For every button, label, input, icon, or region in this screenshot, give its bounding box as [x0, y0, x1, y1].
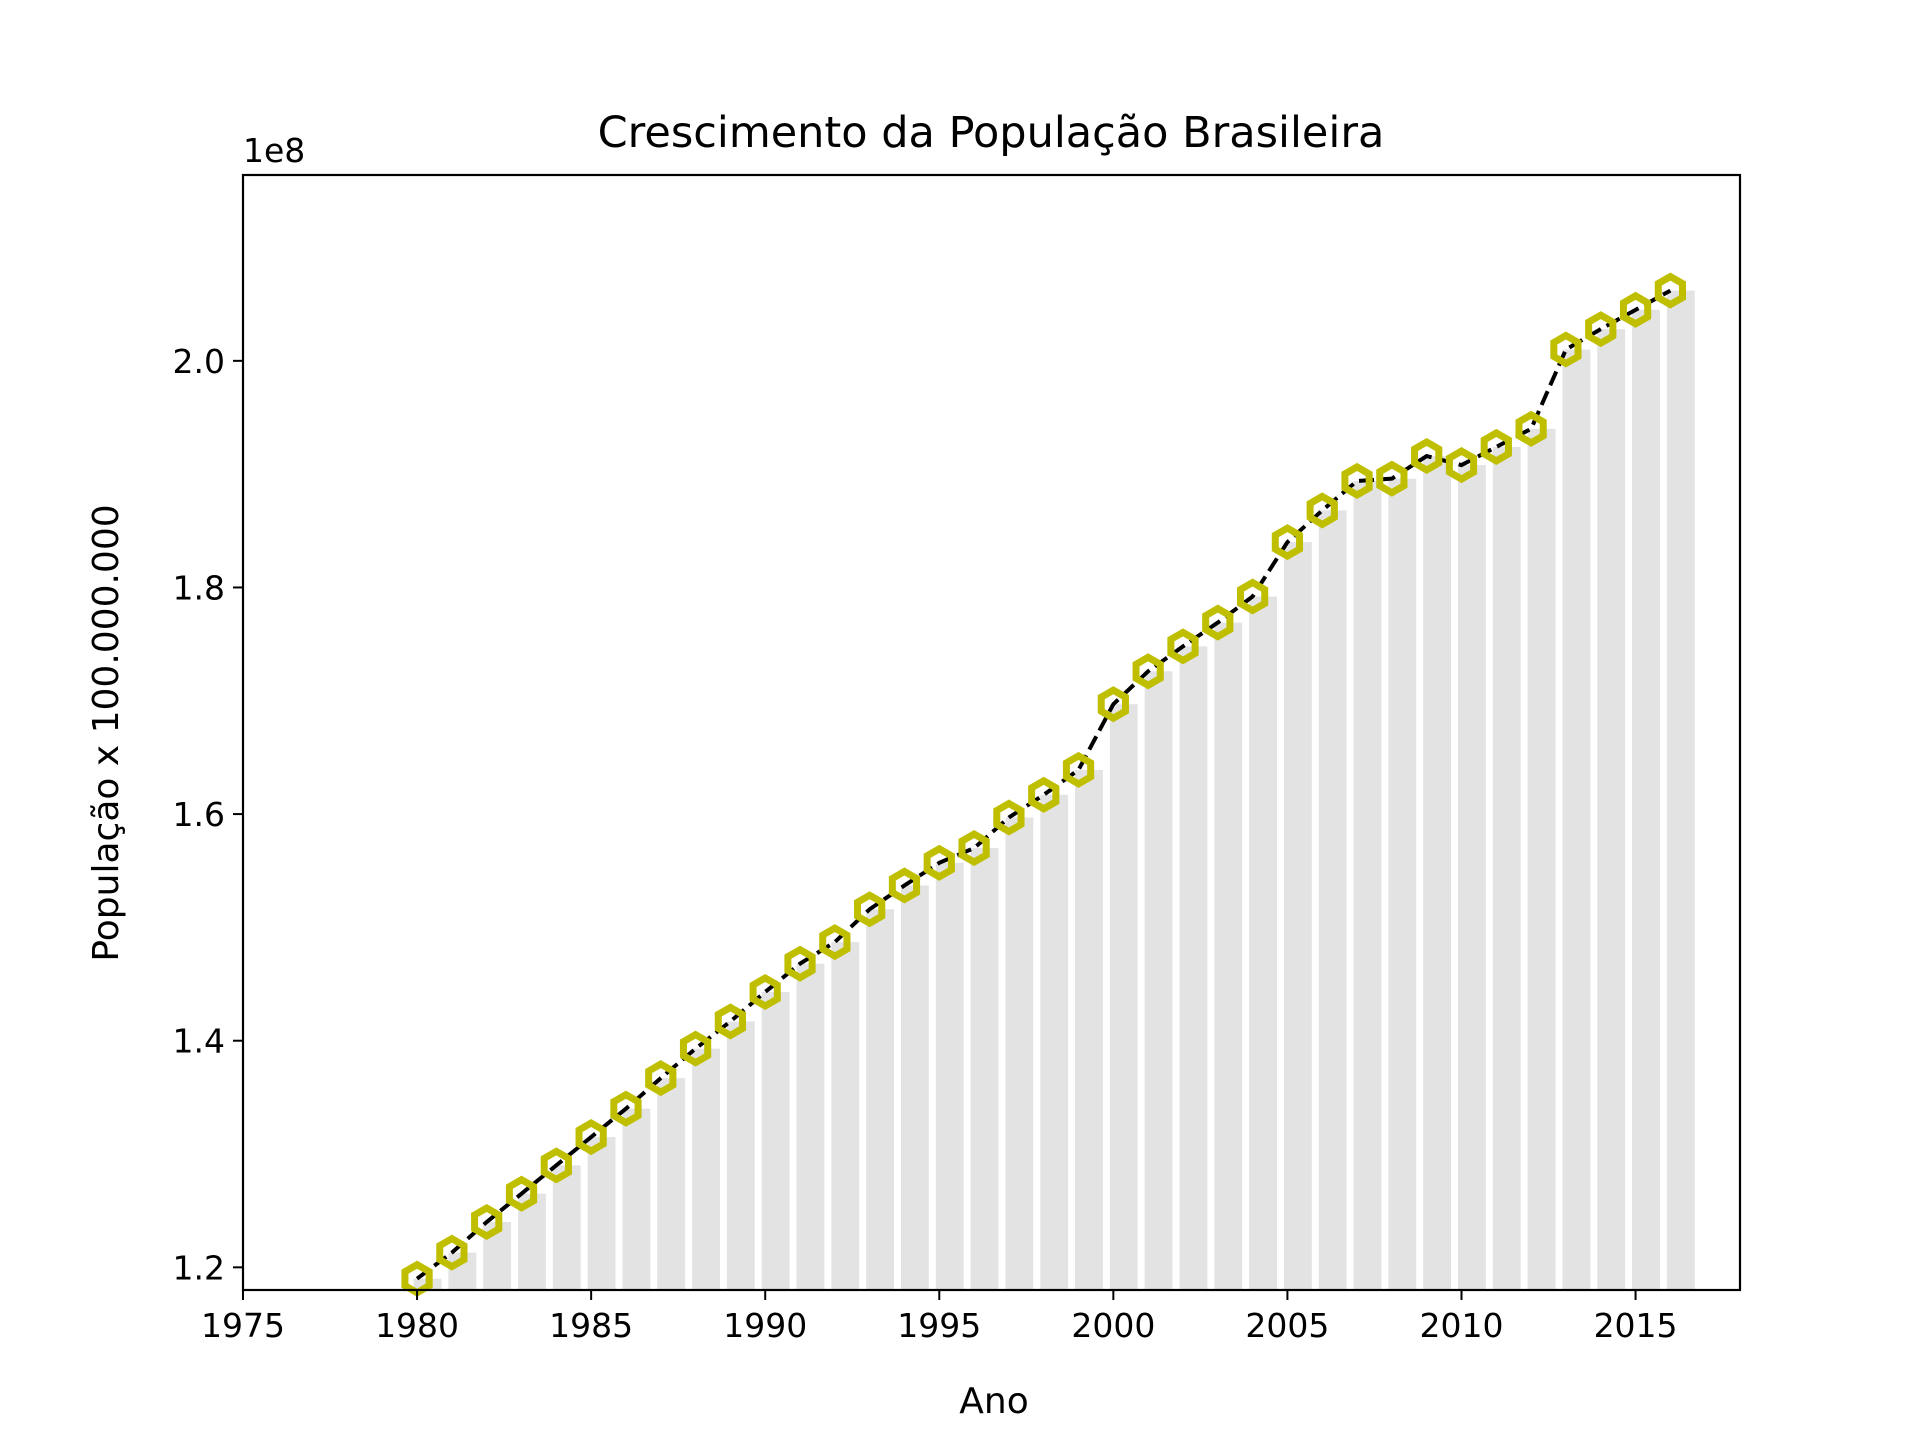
bar-1998: [1040, 794, 1069, 1290]
bar-2007: [1353, 480, 1382, 1290]
x-tick-label-2000: 2000: [1071, 1306, 1155, 1345]
marker-1993: [854, 891, 886, 928]
bar-1999: [1075, 769, 1103, 1290]
x-tick-label-2010: 2010: [1419, 1306, 1503, 1345]
bar-1992: [831, 942, 860, 1290]
marker-2013: [1550, 331, 1582, 368]
marker-2012: [1515, 410, 1547, 447]
marker-1985: [575, 1118, 607, 1156]
x-tick-label-1990: 1990: [723, 1306, 807, 1345]
marker-1990: [749, 973, 781, 1011]
x-tick-label-2015: 2015: [1594, 1306, 1678, 1345]
marker-1997: [993, 799, 1025, 836]
marker-1991: [784, 945, 816, 982]
marker-1987: [645, 1060, 677, 1097]
bar-1984: [552, 1165, 581, 1290]
marker-2007: [1341, 462, 1373, 499]
marker-2001: [1132, 653, 1164, 690]
marker-1992: [819, 924, 851, 961]
marker-2015: [1619, 291, 1652, 328]
y-tick-label-2: 2.0: [173, 342, 225, 381]
bar-2001: [1144, 671, 1173, 1290]
markers-layer: [401, 272, 1686, 1297]
marker-1999: [1062, 751, 1095, 788]
bar-2015: [1632, 309, 1660, 1290]
bar-1989: [726, 1021, 755, 1290]
marker-1982: [471, 1203, 503, 1241]
x-tick-label-2005: 2005: [1245, 1306, 1329, 1345]
bar-2004: [1249, 596, 1277, 1290]
bar-1986: [622, 1108, 651, 1290]
marker-2004: [1236, 578, 1269, 615]
bar-2000: [1109, 704, 1138, 1290]
y-tick-label-1.8: 1.8: [173, 568, 225, 607]
y-tick-label-1.4: 1.4: [173, 1022, 225, 1061]
bar-2013: [1562, 349, 1591, 1290]
bar-1995: [935, 862, 964, 1290]
y-axis-title: População x 100.000.000: [86, 504, 127, 961]
marker-1998: [1028, 776, 1060, 813]
marker-2000: [1097, 686, 1129, 723]
y-axis-ticks: 1.2 1.4 1.6 1.8 2.0: [173, 342, 243, 1287]
marker-1984: [540, 1147, 572, 1184]
plot-frame: [241, 173, 1742, 1292]
marker-1994: [888, 867, 921, 904]
bar-2009: [1423, 456, 1452, 1291]
bar-2012: [1527, 428, 1556, 1290]
bar-1985: [587, 1137, 616, 1290]
bar-2006: [1318, 510, 1347, 1290]
bar-1997: [1005, 817, 1034, 1290]
bar-2014: [1597, 329, 1626, 1290]
x-tick-label-1985: 1985: [549, 1306, 633, 1345]
marker-2016: [1654, 272, 1686, 309]
bar-1994: [900, 885, 929, 1290]
x-tick-label-1995: 1995: [897, 1306, 981, 1345]
marker-1986: [610, 1090, 642, 1127]
marker-2005: [1271, 524, 1304, 561]
bar-1988: [692, 1048, 720, 1290]
bar-1993: [866, 909, 895, 1290]
marker-2009: [1411, 437, 1443, 475]
bar-1991: [796, 963, 825, 1290]
marker-2002: [1167, 628, 1199, 665]
bar-2005: [1283, 542, 1312, 1290]
marker-2006: [1306, 492, 1338, 529]
marker-2010: [1445, 447, 1478, 484]
x-tick-label-1975: 1975: [201, 1306, 285, 1345]
bar-2002: [1179, 646, 1208, 1290]
bar-1987: [657, 1078, 686, 1290]
chart-title: Crescimento da População Brasileira: [598, 108, 1385, 158]
bar-2003: [1214, 622, 1243, 1290]
marker-1989: [714, 1003, 747, 1040]
bar-1990: [761, 991, 790, 1290]
marker-2008: [1376, 460, 1408, 497]
marker-1995: [923, 844, 955, 881]
marker-2003: [1202, 604, 1234, 641]
marker-1996: [958, 830, 990, 867]
marker-2011: [1480, 428, 1512, 465]
marker-2014: [1585, 311, 1617, 348]
bar-2011: [1492, 446, 1521, 1290]
x-axis-ticks: 1975 1980 1985 1990 1995 2000 2005 2010 2015: [201, 1290, 1678, 1345]
marker-1988: [679, 1030, 712, 1067]
marker-1981: [436, 1234, 468, 1271]
y-offset-label: 1e8: [243, 131, 305, 170]
x-tick-label-1980: 1980: [375, 1306, 459, 1345]
bar-2010: [1458, 465, 1486, 1290]
y-tick-label-1.6: 1.6: [173, 795, 225, 834]
series-line: [415, 288, 1672, 1281]
marker-1983: [505, 1175, 538, 1212]
bars-layer: [413, 290, 1695, 1291]
bar-2016: [1666, 290, 1695, 1291]
line-layer: [415, 288, 1672, 1281]
y-tick-label-1.2: 1.2: [173, 1248, 225, 1287]
x-axis-title: Ano: [959, 1381, 1028, 1422]
bar-1996: [970, 848, 999, 1290]
bar-2008: [1388, 478, 1417, 1291]
